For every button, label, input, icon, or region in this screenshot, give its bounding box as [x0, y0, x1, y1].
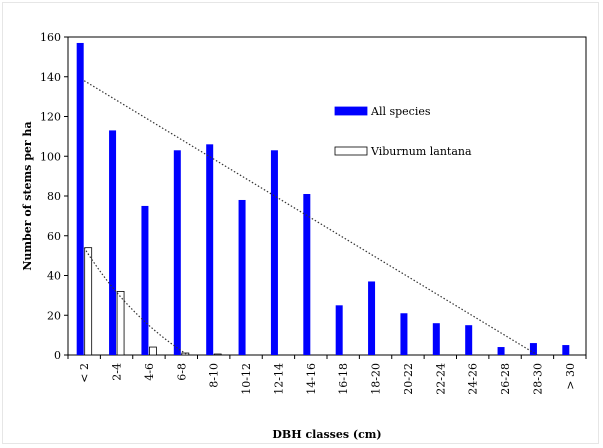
x-tick-label: 16-18 — [337, 363, 350, 395]
bar — [109, 130, 117, 355]
x-tick-label: 10-12 — [240, 363, 253, 395]
bar — [206, 144, 214, 355]
bar — [116, 290, 125, 356]
bar — [84, 247, 93, 356]
x-tick-label: 20-22 — [402, 363, 415, 395]
legend-label: All species — [370, 105, 431, 118]
y-tick-label: 80 — [47, 190, 61, 203]
x-axis: < 2 2-4 4-6 6-8 8-10 10-12 12-14 14-16 16-18 18-2… — [67, 355, 587, 395]
bars — [76, 42, 570, 356]
y-tick-label: 100 — [40, 150, 61, 163]
x-tick-label: 22-24 — [434, 363, 447, 395]
x-tick-label: 28-30 — [531, 363, 544, 395]
bar — [141, 205, 149, 355]
y-tick-label: 140 — [40, 71, 61, 84]
bar — [497, 347, 505, 355]
bar — [465, 325, 473, 355]
bar — [213, 353, 222, 356]
y-axis-title: Number of stems per ha — [21, 121, 34, 270]
x-tick-label: 26-28 — [499, 363, 512, 395]
legend-label: Viburnum lantana — [370, 145, 472, 158]
x-tick-label: 12-14 — [272, 363, 285, 395]
legend-swatch — [334, 146, 368, 156]
y-tick-label: 160 — [40, 31, 61, 44]
bar — [400, 313, 408, 355]
y-tick-label: 120 — [40, 111, 61, 124]
x-tick-label: 14-16 — [305, 363, 318, 395]
trendline-viburnum — [83, 247, 189, 356]
bar — [432, 323, 440, 355]
bar — [149, 346, 157, 356]
y-tick-label: 0 — [54, 349, 61, 362]
bar — [368, 281, 376, 355]
bar — [173, 150, 181, 355]
bar — [529, 343, 537, 355]
y-axis: 0 20 40 60 80 100 120 140 160 — [40, 31, 68, 362]
bar — [303, 194, 311, 355]
x-tick-label: 4-6 — [143, 363, 156, 381]
trendlines — [83, 80, 538, 356]
bar — [335, 305, 343, 355]
trendline-all-species — [83, 80, 538, 356]
bar — [238, 199, 246, 355]
x-tick-label: 18-20 — [370, 363, 383, 395]
x-axis-title: DBH classes (cm) — [272, 428, 381, 441]
x-tick-label: 6-8 — [175, 363, 188, 381]
x-tick-label: > 30 — [564, 363, 577, 390]
plot-area — [67, 36, 587, 356]
x-tick-label: 2-4 — [111, 363, 124, 381]
x-tick-label: 24-26 — [467, 363, 480, 395]
bar — [76, 42, 84, 356]
y-tick-label: 60 — [47, 230, 61, 243]
y-tick-label: 40 — [47, 270, 61, 283]
y-tick-label: 20 — [47, 309, 61, 322]
legend: All species Viburnum lantana — [334, 105, 472, 158]
x-tick-label: 8-10 — [208, 363, 221, 388]
bar — [562, 345, 570, 355]
x-tick-label: < 2 — [78, 363, 91, 383]
bar — [270, 150, 278, 355]
legend-swatch — [334, 106, 368, 116]
